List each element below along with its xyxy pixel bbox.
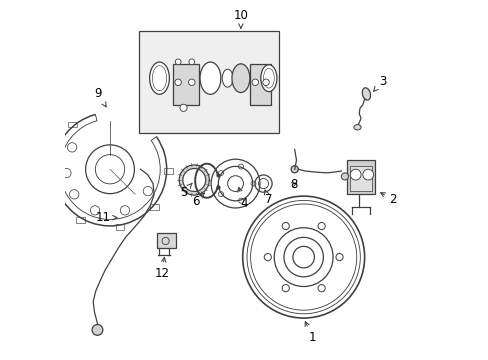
Ellipse shape <box>200 62 221 94</box>
Ellipse shape <box>152 66 166 91</box>
Bar <box>139 31 278 134</box>
Bar <box>249 63 271 105</box>
Circle shape <box>262 79 269 86</box>
Text: 6: 6 <box>192 193 204 208</box>
Circle shape <box>175 79 181 86</box>
Bar <box>346 160 375 194</box>
Ellipse shape <box>222 69 233 87</box>
Text: 9: 9 <box>94 87 106 107</box>
Ellipse shape <box>149 62 169 94</box>
Text: 4: 4 <box>237 187 247 210</box>
Text: 11: 11 <box>95 211 117 224</box>
Text: 12: 12 <box>154 257 169 280</box>
Circle shape <box>341 173 348 180</box>
Text: 10: 10 <box>233 9 248 28</box>
Circle shape <box>188 79 195 86</box>
Circle shape <box>290 166 298 173</box>
Bar <box>349 166 371 191</box>
Ellipse shape <box>362 88 370 100</box>
Text: 2: 2 <box>380 193 396 206</box>
Ellipse shape <box>260 65 276 92</box>
Ellipse shape <box>231 64 249 93</box>
Text: 8: 8 <box>289 178 297 191</box>
Circle shape <box>188 59 194 65</box>
Circle shape <box>175 59 181 65</box>
Circle shape <box>362 169 373 180</box>
Circle shape <box>92 324 102 335</box>
Bar <box>172 63 198 105</box>
Ellipse shape <box>353 125 360 130</box>
Circle shape <box>349 169 360 180</box>
Text: 5: 5 <box>180 183 192 199</box>
Text: 3: 3 <box>373 75 386 91</box>
Text: 7: 7 <box>264 190 272 206</box>
Bar <box>156 233 176 248</box>
Ellipse shape <box>263 68 274 88</box>
Circle shape <box>180 104 187 111</box>
Text: 1: 1 <box>305 321 316 344</box>
Circle shape <box>251 79 258 86</box>
